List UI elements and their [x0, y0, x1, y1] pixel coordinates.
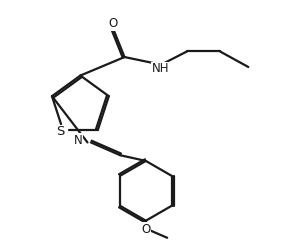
Text: S: S: [56, 125, 65, 138]
Text: O: O: [108, 17, 118, 30]
Text: N: N: [74, 134, 83, 147]
Text: O: O: [141, 223, 150, 236]
Text: NH: NH: [152, 62, 169, 75]
